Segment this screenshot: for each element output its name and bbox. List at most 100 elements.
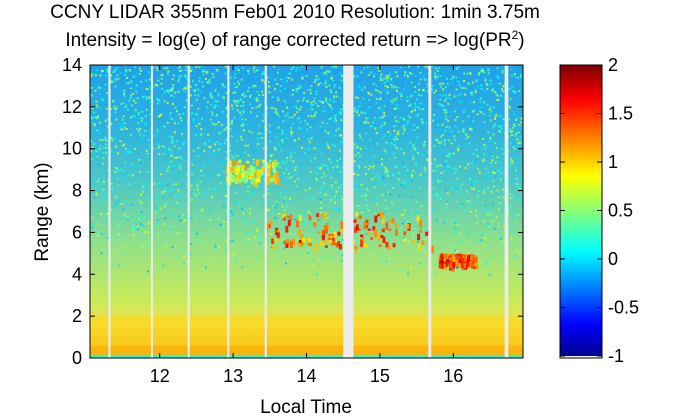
noise-pixel (406, 74, 409, 76)
noise-pixel (236, 155, 239, 157)
noise-pixel (435, 169, 438, 172)
noise-pixel (255, 228, 258, 230)
noise-pixel (156, 224, 159, 227)
noise-pixel (278, 115, 281, 118)
noise-pixel (511, 130, 513, 133)
feature-pixel (322, 229, 326, 237)
noise-pixel (482, 209, 485, 211)
noise-pixel (296, 239, 298, 242)
feature-pixel (419, 220, 423, 229)
noise-pixel (331, 66, 334, 69)
noise-pixel (197, 192, 200, 195)
noise-pixel (247, 90, 249, 93)
noise-pixel (444, 86, 447, 89)
noise-pixel (217, 94, 220, 97)
noise-pixel (244, 151, 247, 154)
noise-pixel (141, 188, 144, 191)
noise-pixel (168, 165, 171, 168)
noise-pixel (299, 86, 302, 89)
noise-pixel (509, 193, 512, 196)
noise-pixel (410, 148, 413, 151)
noise-pixel (180, 69, 183, 72)
noise-pixel (509, 197, 512, 200)
noise-pixel (118, 222, 121, 225)
noise-pixel (171, 78, 174, 81)
noise-pixel (337, 250, 340, 253)
noise-pixel (196, 113, 199, 116)
noise-pixel (247, 154, 250, 157)
noise-pixel (403, 74, 406, 77)
noise-pixel (233, 200, 235, 203)
noise-pixel (439, 98, 442, 101)
noise-pixel (254, 98, 256, 101)
noise-pixel (110, 182, 113, 185)
noise-pixel (329, 105, 332, 108)
noise-pixel (321, 121, 324, 124)
noise-pixel (320, 211, 322, 214)
noise-pixel (358, 85, 361, 88)
noise-pixel (104, 214, 107, 216)
noise-pixel (482, 191, 485, 194)
noise-pixel (275, 200, 278, 203)
noise-pixel (90, 115, 92, 118)
noise-pixel (480, 87, 483, 90)
noise-pixel (114, 85, 117, 88)
feature-pixel (253, 177, 257, 182)
feature-pixel (374, 229, 377, 238)
noise-pixel (118, 224, 121, 227)
noise-pixel (442, 94, 444, 97)
noise-pixel (445, 218, 448, 221)
noise-pixel (253, 65, 256, 68)
noise-pixel (274, 216, 277, 219)
noise-pixel (90, 229, 93, 232)
noise-pixel (141, 201, 143, 204)
noise-pixel (190, 143, 193, 146)
noise-pixel (503, 65, 506, 68)
feature-pixel (355, 212, 359, 217)
feature-pixel (329, 240, 333, 243)
noise-pixel (465, 133, 467, 136)
noise-pixel (269, 140, 272, 143)
feature-pixel (381, 216, 385, 225)
noise-pixel (298, 108, 301, 111)
feature-pixel (270, 164, 274, 167)
noise-pixel (355, 241, 358, 244)
noise-pixel (142, 186, 145, 188)
noise-pixel (324, 175, 327, 177)
noise-pixel (510, 74, 513, 77)
noise-pixel (479, 239, 482, 241)
noise-pixel (268, 201, 271, 204)
noise-pixel (168, 135, 171, 138)
noise-pixel (314, 135, 317, 138)
noise-pixel (113, 76, 116, 79)
noise-pixel (280, 78, 283, 81)
feature-pixel (406, 224, 410, 229)
noise-pixel (201, 208, 204, 211)
data-gap (343, 65, 354, 358)
noise-pixel (433, 73, 436, 76)
noise-pixel (114, 137, 117, 139)
noise-pixel (283, 200, 286, 203)
heatmap-background (90, 65, 523, 358)
noise-pixel (257, 132, 260, 135)
noise-pixel (404, 80, 407, 83)
noise-pixel (181, 185, 184, 188)
noise-pixel (363, 86, 366, 89)
noise-pixel (286, 112, 289, 115)
noise-pixel (165, 152, 168, 154)
noise-pixel (145, 243, 147, 246)
noise-pixel (340, 67, 343, 70)
noise-pixel (498, 131, 501, 133)
noise-pixel (391, 86, 394, 89)
noise-pixel (340, 134, 343, 137)
noise-pixel (415, 115, 418, 117)
feature-pixel (333, 231, 337, 238)
noise-pixel (378, 98, 381, 101)
noise-pixel (510, 68, 513, 71)
noise-pixel (519, 145, 522, 148)
noise-pixel (193, 89, 196, 92)
noise-pixel (234, 91, 237, 94)
noise-pixel (357, 216, 359, 219)
noise-pixel (472, 120, 475, 123)
noise-pixel (129, 151, 132, 154)
